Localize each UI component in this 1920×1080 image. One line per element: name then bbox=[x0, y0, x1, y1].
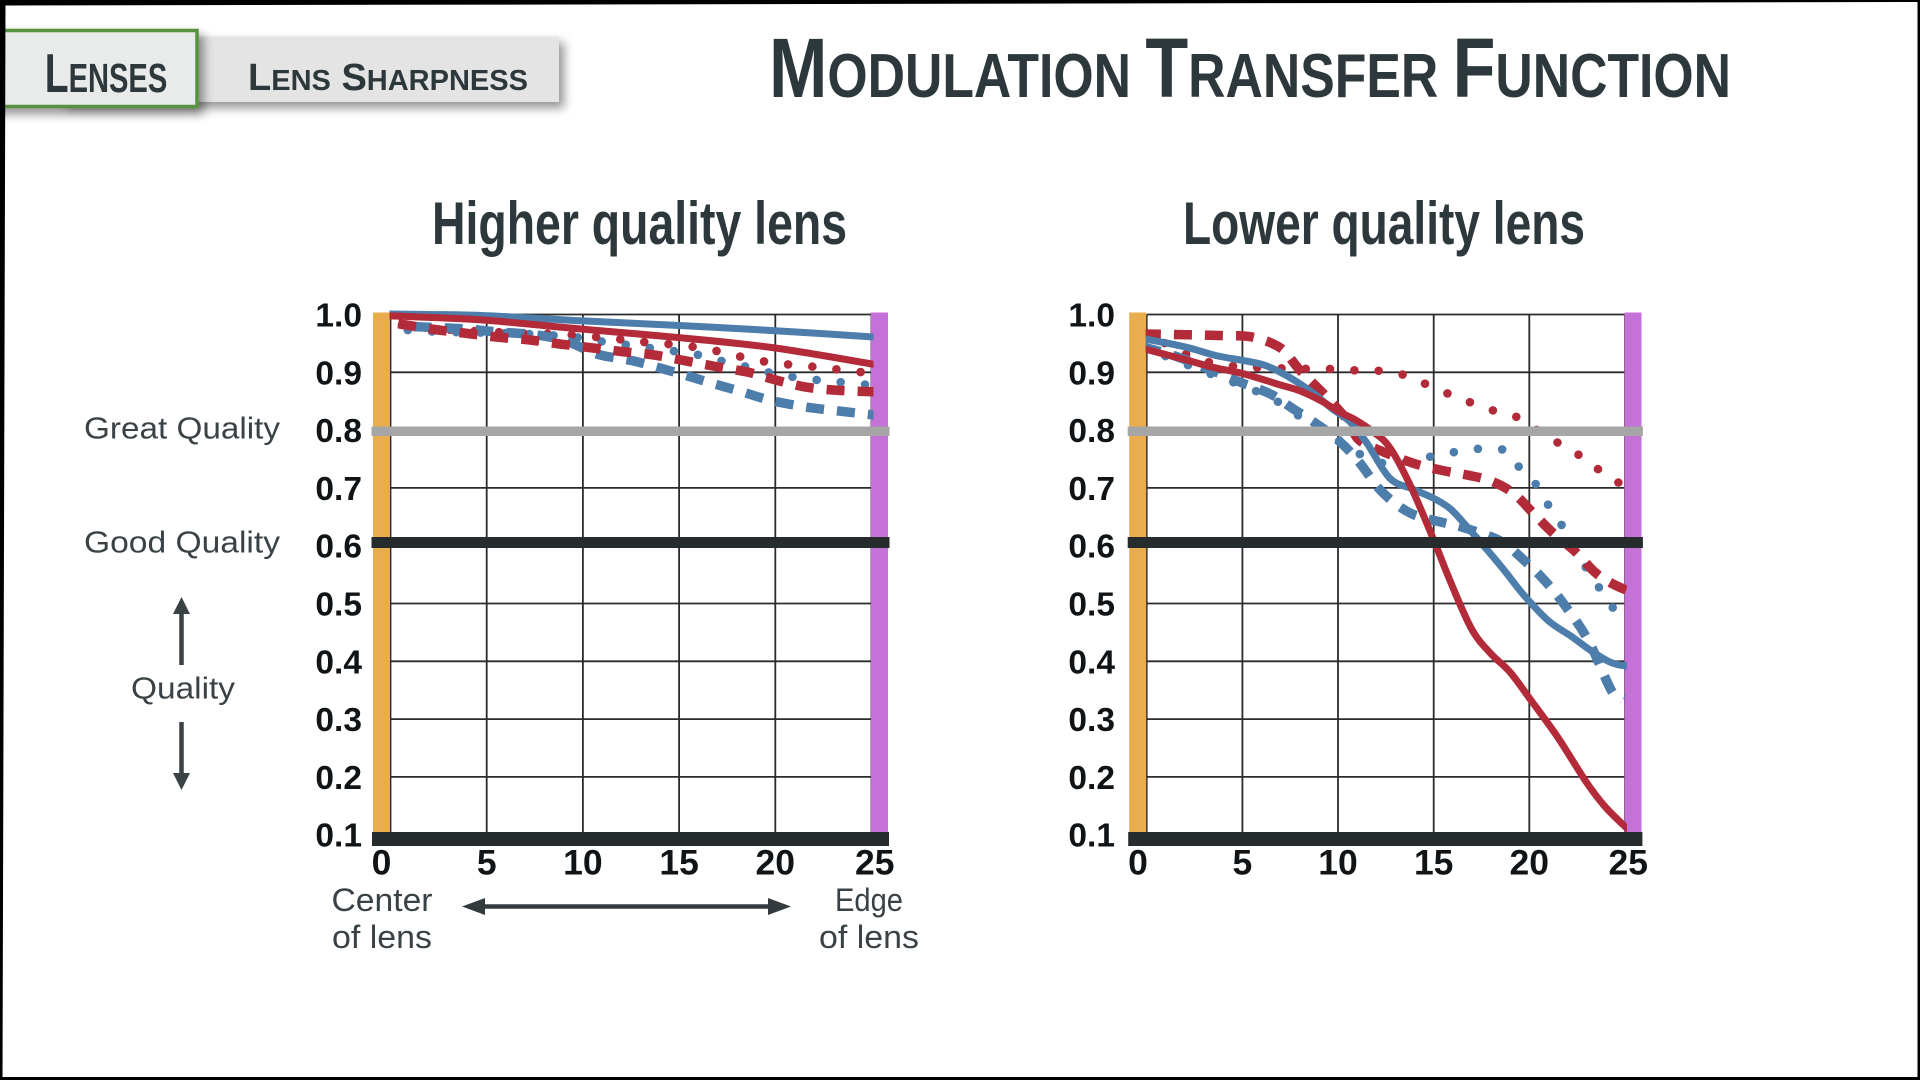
svg-text:0.9: 0.9 bbox=[1068, 355, 1115, 392]
svg-text:0.2: 0.2 bbox=[315, 760, 362, 797]
svg-text:0.3: 0.3 bbox=[315, 702, 362, 739]
svg-text:0.1: 0.1 bbox=[315, 818, 362, 855]
svg-text:10: 10 bbox=[1318, 843, 1358, 883]
svg-text:0.6: 0.6 bbox=[1068, 529, 1115, 566]
svg-text:of lens: of lens bbox=[819, 919, 919, 955]
svg-text:10: 10 bbox=[563, 843, 603, 883]
svg-text:0.8: 0.8 bbox=[315, 413, 362, 450]
svg-text:0: 0 bbox=[1128, 843, 1148, 883]
svg-text:Center: Center bbox=[332, 882, 433, 918]
svg-text:15: 15 bbox=[1414, 843, 1454, 883]
svg-text:0.6: 0.6 bbox=[315, 529, 362, 566]
svg-text:20: 20 bbox=[1510, 843, 1550, 883]
svg-text:0: 0 bbox=[372, 843, 392, 883]
svg-text:Great Quality: Great Quality bbox=[84, 412, 281, 446]
svg-text:0.8: 0.8 bbox=[1068, 413, 1115, 450]
svg-text:Quality: Quality bbox=[131, 672, 236, 706]
svg-text:0.1: 0.1 bbox=[1068, 818, 1115, 855]
svg-text:0.5: 0.5 bbox=[1068, 587, 1115, 624]
svg-text:5: 5 bbox=[1233, 843, 1253, 883]
svg-text:0.4: 0.4 bbox=[315, 644, 362, 681]
svg-text:1.0: 1.0 bbox=[315, 298, 362, 335]
svg-text:of lens: of lens bbox=[332, 919, 432, 955]
svg-text:0.7: 0.7 bbox=[1068, 471, 1115, 508]
svg-text:0.7: 0.7 bbox=[315, 471, 362, 508]
svg-text:5: 5 bbox=[477, 843, 497, 883]
svg-text:Edge: Edge bbox=[835, 882, 903, 918]
svg-text:0.3: 0.3 bbox=[1068, 702, 1115, 739]
svg-text:15: 15 bbox=[659, 843, 699, 883]
svg-text:0.2: 0.2 bbox=[1068, 760, 1115, 797]
svg-text:MODULATION TRANSFER FUNCTION: MODULATION TRANSFER FUNCTION bbox=[769, 21, 1731, 115]
svg-text:Higher quality lens: Higher quality lens bbox=[432, 190, 847, 257]
svg-text:20: 20 bbox=[756, 843, 796, 883]
svg-text:25: 25 bbox=[855, 843, 895, 883]
svg-text:0.9: 0.9 bbox=[315, 355, 362, 392]
svg-text:LENSES: LENSES bbox=[45, 44, 168, 105]
svg-text:LENS SHARPNESS: LENS SHARPNESS bbox=[248, 57, 528, 99]
svg-text:0.4: 0.4 bbox=[1068, 644, 1115, 681]
svg-text:Lower quality lens: Lower quality lens bbox=[1183, 190, 1585, 257]
svg-text:0.5: 0.5 bbox=[315, 587, 362, 624]
svg-text:25: 25 bbox=[1609, 843, 1649, 883]
svg-text:Good Quality: Good Quality bbox=[84, 526, 281, 560]
svg-text:1.0: 1.0 bbox=[1068, 298, 1115, 335]
